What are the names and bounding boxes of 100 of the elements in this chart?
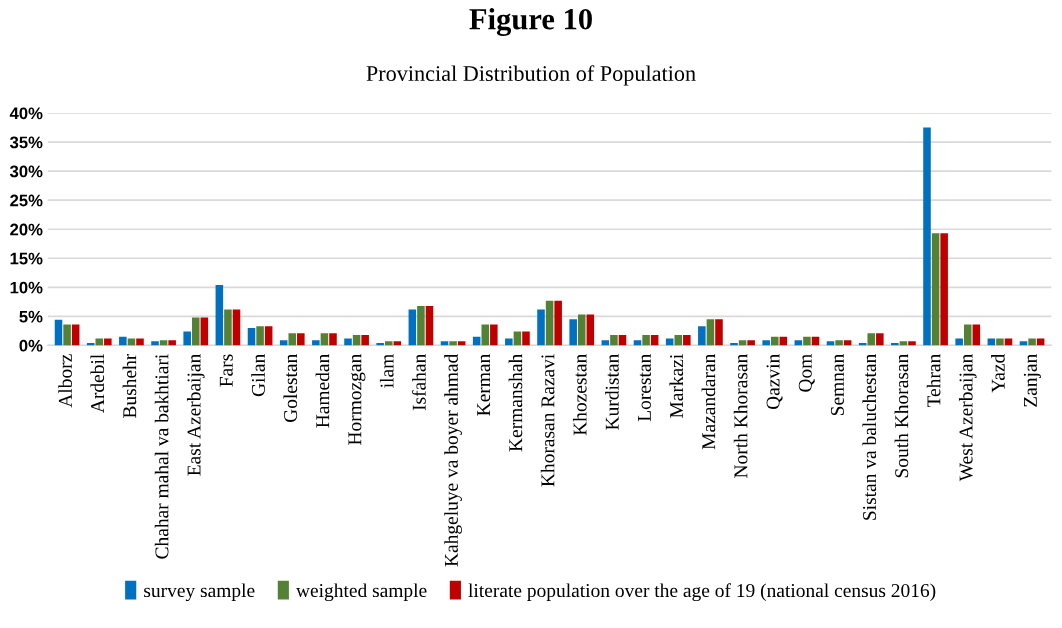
x-tick-label: Chahar mahal va bakhtiari xyxy=(154,354,169,559)
x-tick-label: Kahgeluye va boyer ahmad xyxy=(444,353,462,567)
bar xyxy=(955,338,963,346)
x-tick-label: ilam xyxy=(379,354,394,388)
bar xyxy=(127,338,136,346)
x-tick-label: Bushehr xyxy=(122,353,137,418)
x-tick-label: Semnan xyxy=(830,354,844,416)
bar xyxy=(876,333,884,346)
bar xyxy=(537,309,545,346)
legend-label: survey sample xyxy=(144,583,255,602)
bar xyxy=(867,333,876,346)
x-tick-label: Kurdistan xyxy=(605,354,619,430)
legend-label: literate population over the age of 19 (national census 2016) xyxy=(468,583,936,602)
bar xyxy=(329,333,337,346)
x-tick-label: Isfahan xyxy=(411,354,426,411)
bar xyxy=(610,334,618,346)
bar xyxy=(54,319,63,346)
bar xyxy=(104,338,112,346)
x-tick-label: Mazandaran xyxy=(701,354,716,450)
bar xyxy=(923,127,931,346)
bar xyxy=(908,341,916,346)
x-tick-label: Hormozgan xyxy=(348,354,366,445)
x-tick-label: East Azerbaijan xyxy=(186,354,205,476)
bar xyxy=(247,327,256,346)
bar xyxy=(586,314,595,346)
bar xyxy=(264,326,273,346)
bar xyxy=(835,340,843,346)
bar xyxy=(715,319,723,346)
bar xyxy=(159,340,168,346)
bar xyxy=(577,314,586,346)
bar xyxy=(457,341,466,346)
x-tick-label: Markazi xyxy=(669,354,684,418)
bar xyxy=(1019,341,1028,346)
bar xyxy=(545,300,554,346)
x-tick-label: Sistan va baluchestan xyxy=(862,354,877,520)
bar xyxy=(288,333,297,346)
bar xyxy=(899,341,908,346)
bar xyxy=(440,341,449,346)
x-tick-label: Hamedan xyxy=(315,354,330,428)
bar xyxy=(683,334,691,346)
bar xyxy=(803,336,811,346)
bar xyxy=(931,233,940,346)
bar xyxy=(200,317,209,346)
y-tick-label: 25% xyxy=(10,194,43,207)
bar xyxy=(361,334,369,346)
y-tick-label: 20% xyxy=(10,223,43,236)
bar xyxy=(1028,338,1036,346)
legend-label: weighted sample xyxy=(295,583,427,602)
bar xyxy=(63,324,71,346)
bar xyxy=(183,331,191,346)
bar xyxy=(136,338,144,346)
x-tick-label: Qom xyxy=(798,354,815,392)
bar xyxy=(344,338,352,346)
bar xyxy=(417,305,425,346)
y-tick-label: 30% xyxy=(9,165,43,178)
x-tick-label: Ardebil xyxy=(90,354,105,413)
bar xyxy=(408,309,417,346)
bar xyxy=(297,333,305,346)
x-tick-label: Tehran xyxy=(926,354,941,408)
bar xyxy=(513,331,522,346)
bar xyxy=(490,324,498,346)
bar xyxy=(747,340,755,346)
x-tick-label: Kerman xyxy=(477,354,491,416)
bar xyxy=(168,340,176,346)
x-tick-label: Zanjan xyxy=(1023,354,1041,407)
bar xyxy=(95,338,104,346)
bar xyxy=(674,334,683,346)
bar xyxy=(554,300,562,346)
bar xyxy=(425,305,434,346)
bar xyxy=(826,341,835,346)
bar xyxy=(762,340,770,346)
y-tick-label: 15% xyxy=(10,252,43,265)
bar xyxy=(633,340,642,346)
bar xyxy=(191,317,200,346)
x-tick-label: West Azerbaijan xyxy=(958,354,977,482)
y-tick-label: 0% xyxy=(19,339,43,352)
bar xyxy=(320,333,329,346)
bar xyxy=(963,324,972,346)
bar xyxy=(996,338,1004,346)
bar xyxy=(738,340,747,346)
bar xyxy=(393,341,402,346)
x-tick-label: South Khorasan xyxy=(894,354,909,478)
x-tick-label: Fars xyxy=(219,354,233,387)
x-tick-label: Khorasan Razavi xyxy=(540,354,555,487)
y-tick-label: 5% xyxy=(19,310,43,323)
bar xyxy=(256,326,264,346)
bar xyxy=(794,340,803,346)
bar xyxy=(770,336,779,346)
bar xyxy=(71,324,80,346)
x-tick-label: Golestan xyxy=(283,354,298,423)
bar xyxy=(642,334,650,346)
x-tick-label: Khozestan xyxy=(572,354,587,436)
x-tick-label: Gilan xyxy=(251,354,265,397)
x-tick-label: North Khorasan xyxy=(733,354,748,478)
bar xyxy=(232,309,241,346)
bar xyxy=(843,340,852,346)
bar xyxy=(449,341,457,346)
bar xyxy=(972,324,981,346)
chart-title: Figure 10 xyxy=(469,8,592,36)
bar xyxy=(384,341,393,346)
